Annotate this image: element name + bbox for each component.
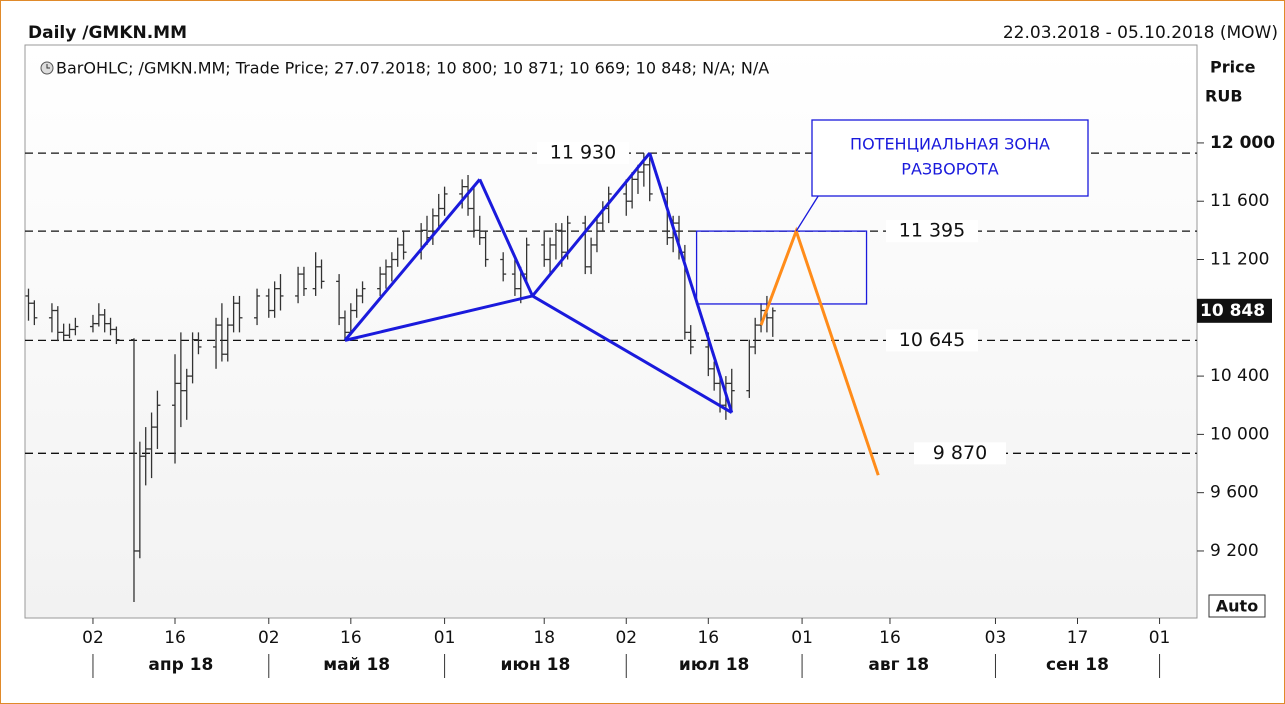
x-tick-label: 02 bbox=[82, 628, 104, 648]
y-tick-label: 11 200 bbox=[1210, 250, 1269, 270]
month-label: авг 18 bbox=[868, 655, 929, 675]
pattern-line bbox=[531, 294, 733, 414]
annotation-pointer bbox=[795, 195, 819, 232]
y-tick-label: 10 400 bbox=[1210, 366, 1269, 386]
y-axis-label: RUB bbox=[1205, 87, 1243, 106]
y-tick-label: 9 200 bbox=[1210, 541, 1259, 561]
y-axis-label: Price bbox=[1210, 58, 1256, 77]
pattern-line bbox=[344, 294, 533, 342]
level-label-bg bbox=[537, 142, 629, 165]
month-label: июл 18 bbox=[679, 655, 749, 675]
reversal-zone bbox=[695, 230, 868, 305]
auto-button-label[interactable]: Auto bbox=[1216, 597, 1258, 616]
month-label: июн 18 bbox=[501, 655, 571, 675]
level-label: 11 930 bbox=[550, 142, 616, 164]
legend-text: BarOHLC; /GMKN.MM; Trade Price; 27.07.20… bbox=[56, 59, 769, 78]
pattern-line bbox=[343, 178, 481, 342]
y-tick-label: 11 600 bbox=[1210, 191, 1269, 211]
annotation-text: ПОТЕНЦИАЛЬНАЯ ЗОНА bbox=[850, 135, 1050, 154]
x-tick-label: 03 bbox=[985, 628, 1007, 648]
x-tick-label: 17 bbox=[1067, 628, 1089, 648]
date-range: 22.03.2018 - 05.10.2018 (MOW) bbox=[1003, 23, 1278, 43]
x-tick-label: 01 bbox=[1149, 628, 1171, 648]
x-tick-label: 16 bbox=[164, 628, 186, 648]
pattern-line bbox=[531, 152, 651, 297]
annotation-text: РАЗВОРОТА bbox=[901, 160, 998, 179]
x-tick-label: 01 bbox=[434, 628, 456, 648]
level-label: 11 395 bbox=[899, 220, 965, 242]
pattern-line bbox=[478, 178, 534, 297]
chart-title: Daily /GMKN.MM bbox=[28, 23, 187, 43]
x-tick-label: 02 bbox=[615, 628, 637, 648]
last-price-box bbox=[1197, 298, 1272, 323]
last-price-label: 10 848 bbox=[1200, 301, 1265, 321]
pattern-line bbox=[648, 152, 734, 413]
level-label-bg bbox=[886, 329, 978, 352]
level-label: 10 645 bbox=[899, 329, 965, 351]
x-tick-label: 16 bbox=[697, 628, 719, 648]
x-tick-label: 16 bbox=[340, 628, 362, 648]
x-tick-label: 18 bbox=[533, 628, 555, 648]
level-label-bg bbox=[914, 442, 1006, 465]
level-label-bg bbox=[886, 220, 978, 243]
y-tick-label: 12 000 bbox=[1210, 133, 1275, 153]
y-tick-label: 10 000 bbox=[1210, 424, 1269, 444]
annotation-box bbox=[811, 119, 1089, 197]
auto-button[interactable] bbox=[1208, 594, 1266, 618]
x-tick-label: 01 bbox=[791, 628, 813, 648]
month-label: сен 18 bbox=[1046, 655, 1109, 675]
y-tick-label: 9 600 bbox=[1210, 483, 1259, 503]
x-tick-label: 02 bbox=[258, 628, 280, 648]
month-label: май 18 bbox=[323, 655, 390, 675]
x-tick-label: 16 bbox=[879, 628, 901, 648]
legend-icon-hands bbox=[46, 64, 50, 69]
month-label: апр 18 bbox=[148, 655, 213, 675]
level-label: 9 870 bbox=[933, 442, 987, 464]
